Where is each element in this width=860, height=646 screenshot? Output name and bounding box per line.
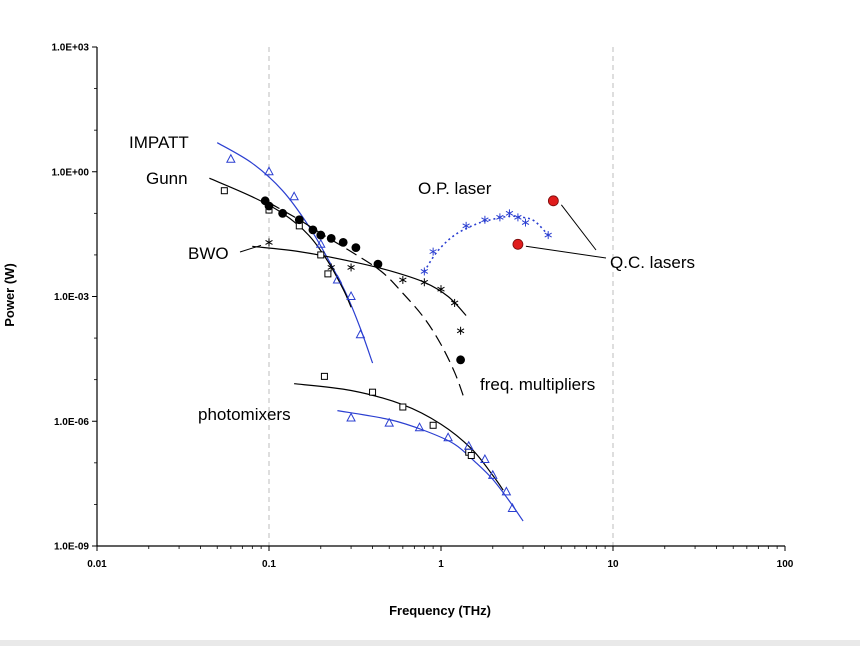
y-tick-label: 1.0E-06 — [54, 417, 89, 428]
data-point-photomixers-triangles — [443, 432, 453, 442]
data-point-bwo — [450, 298, 459, 307]
data-point-photomixers-triangles — [487, 469, 498, 479]
data-point-impatt — [264, 166, 274, 176]
data-point-gunn — [324, 270, 332, 278]
data-point-impatt — [315, 238, 326, 248]
data-point-photomixers-triangles — [414, 422, 425, 432]
axes: 0.01 0.1 1 10 100 1.0E-09 1.0E-06 1.0E-03 1.0E+0… — [51, 43, 793, 571]
x-tick-label: 0.01 — [87, 559, 107, 570]
data-point-freq-multipliers — [456, 355, 465, 365]
grid-lines — [268, 47, 614, 546]
label-qc-lasers: Q.C. lasers — [610, 253, 695, 272]
data-point-bwo — [265, 238, 273, 247]
y-tick-label: 1.0E-09 — [54, 542, 89, 553]
leader-lines — [239, 204, 607, 259]
data-point-freq-multipliers — [264, 201, 274, 211]
data-point-bwo — [420, 278, 429, 287]
data-point-impatt — [332, 274, 343, 284]
data-point-impatt — [226, 153, 236, 163]
data-point-o-p-laser — [496, 213, 504, 222]
data-point-photomixers-triangles — [346, 412, 356, 422]
data-point-photomixers-squares — [429, 421, 437, 429]
data-point-bwo — [399, 275, 407, 284]
label-op-laser: O.P. laser — [418, 179, 492, 198]
data-point-o-p-laser — [462, 221, 470, 230]
data-point-photomixers-squares — [320, 372, 328, 380]
fit-curve-gunn — [209, 177, 352, 308]
data-point-o-p-laser — [420, 267, 429, 276]
data-point-q-c-lasers — [547, 195, 559, 207]
data-point-impatt — [355, 329, 366, 339]
data-point-bwo — [347, 263, 355, 272]
label-gunn: Gunn — [146, 169, 188, 188]
data-point-freq-multipliers — [316, 230, 326, 240]
data-point-freq-multipliers — [351, 243, 361, 252]
y-tick-label: 1.0E+00 — [51, 167, 89, 178]
label-freq-multipliers: freq. multipliers — [480, 375, 595, 394]
leader-line-qc — [560, 204, 597, 251]
data-point-freq-multipliers — [373, 259, 383, 269]
data-point-impatt — [289, 191, 299, 201]
data-point-freq-multipliers — [278, 208, 288, 218]
data-point-freq-multipliers — [308, 225, 318, 235]
data-point-q-c-lasers — [512, 238, 524, 250]
data-point-photomixers-triangles — [507, 502, 518, 512]
data-point-gunn — [317, 251, 325, 259]
data-point-o-p-laser — [544, 231, 552, 240]
label-photomixers: photomixers — [198, 405, 291, 424]
data-point-photomixers-triangles — [501, 486, 512, 496]
data-point-o-p-laser — [514, 213, 522, 222]
data-point-impatt — [346, 290, 356, 300]
data-point-o-p-laser — [521, 218, 530, 227]
fit-curve-impatt — [216, 142, 374, 364]
x-tick-label: 100 — [777, 559, 794, 570]
leader-line-bwo — [239, 244, 262, 253]
data-point-freq-multipliers — [338, 237, 348, 247]
y-tick-label: 1.0E+03 — [51, 43, 89, 54]
fit-curve-o-p-laser — [423, 215, 549, 272]
markers — [220, 153, 559, 512]
label-bwo: BWO — [188, 244, 229, 263]
data-point-o-p-laser — [505, 209, 514, 218]
y-tick-label: 1.0E-03 — [54, 292, 89, 303]
data-point-o-p-laser — [481, 215, 489, 224]
x-tick-label: 1 — [438, 559, 444, 570]
fit-curve-freq-multipliers — [268, 202, 464, 397]
data-point-freq-multipliers — [326, 233, 336, 243]
data-point-photomixers-squares — [467, 452, 475, 460]
data-point-photomixers-triangles — [480, 453, 490, 464]
data-point-photomixers-squares — [369, 388, 377, 396]
x-tick-label: 10 — [607, 559, 619, 570]
data-point-photomixers-triangles — [463, 440, 474, 450]
x-axis-title: Frequency (THz) — [389, 603, 491, 618]
data-point-photomixers-squares — [399, 403, 407, 411]
label-impatt: IMPATT — [129, 133, 189, 152]
data-point-photomixers-triangles — [384, 417, 395, 427]
data-point-freq-multipliers — [294, 215, 304, 225]
leader-line-qc — [525, 245, 607, 259]
data-point-bwo — [327, 263, 335, 272]
data-point-bwo — [456, 326, 465, 335]
data-point-o-p-laser — [429, 247, 437, 256]
y-axis-title: Power (W) — [2, 263, 17, 327]
data-point-gunn — [220, 187, 228, 195]
fit-curve-photomixers-squares — [294, 383, 504, 491]
fit-curve-bwo — [252, 245, 467, 316]
bottom-band — [0, 640, 860, 646]
x-tick-label: 0.1 — [262, 559, 276, 570]
data-point-bwo — [437, 285, 445, 294]
fit-curves — [209, 142, 549, 522]
